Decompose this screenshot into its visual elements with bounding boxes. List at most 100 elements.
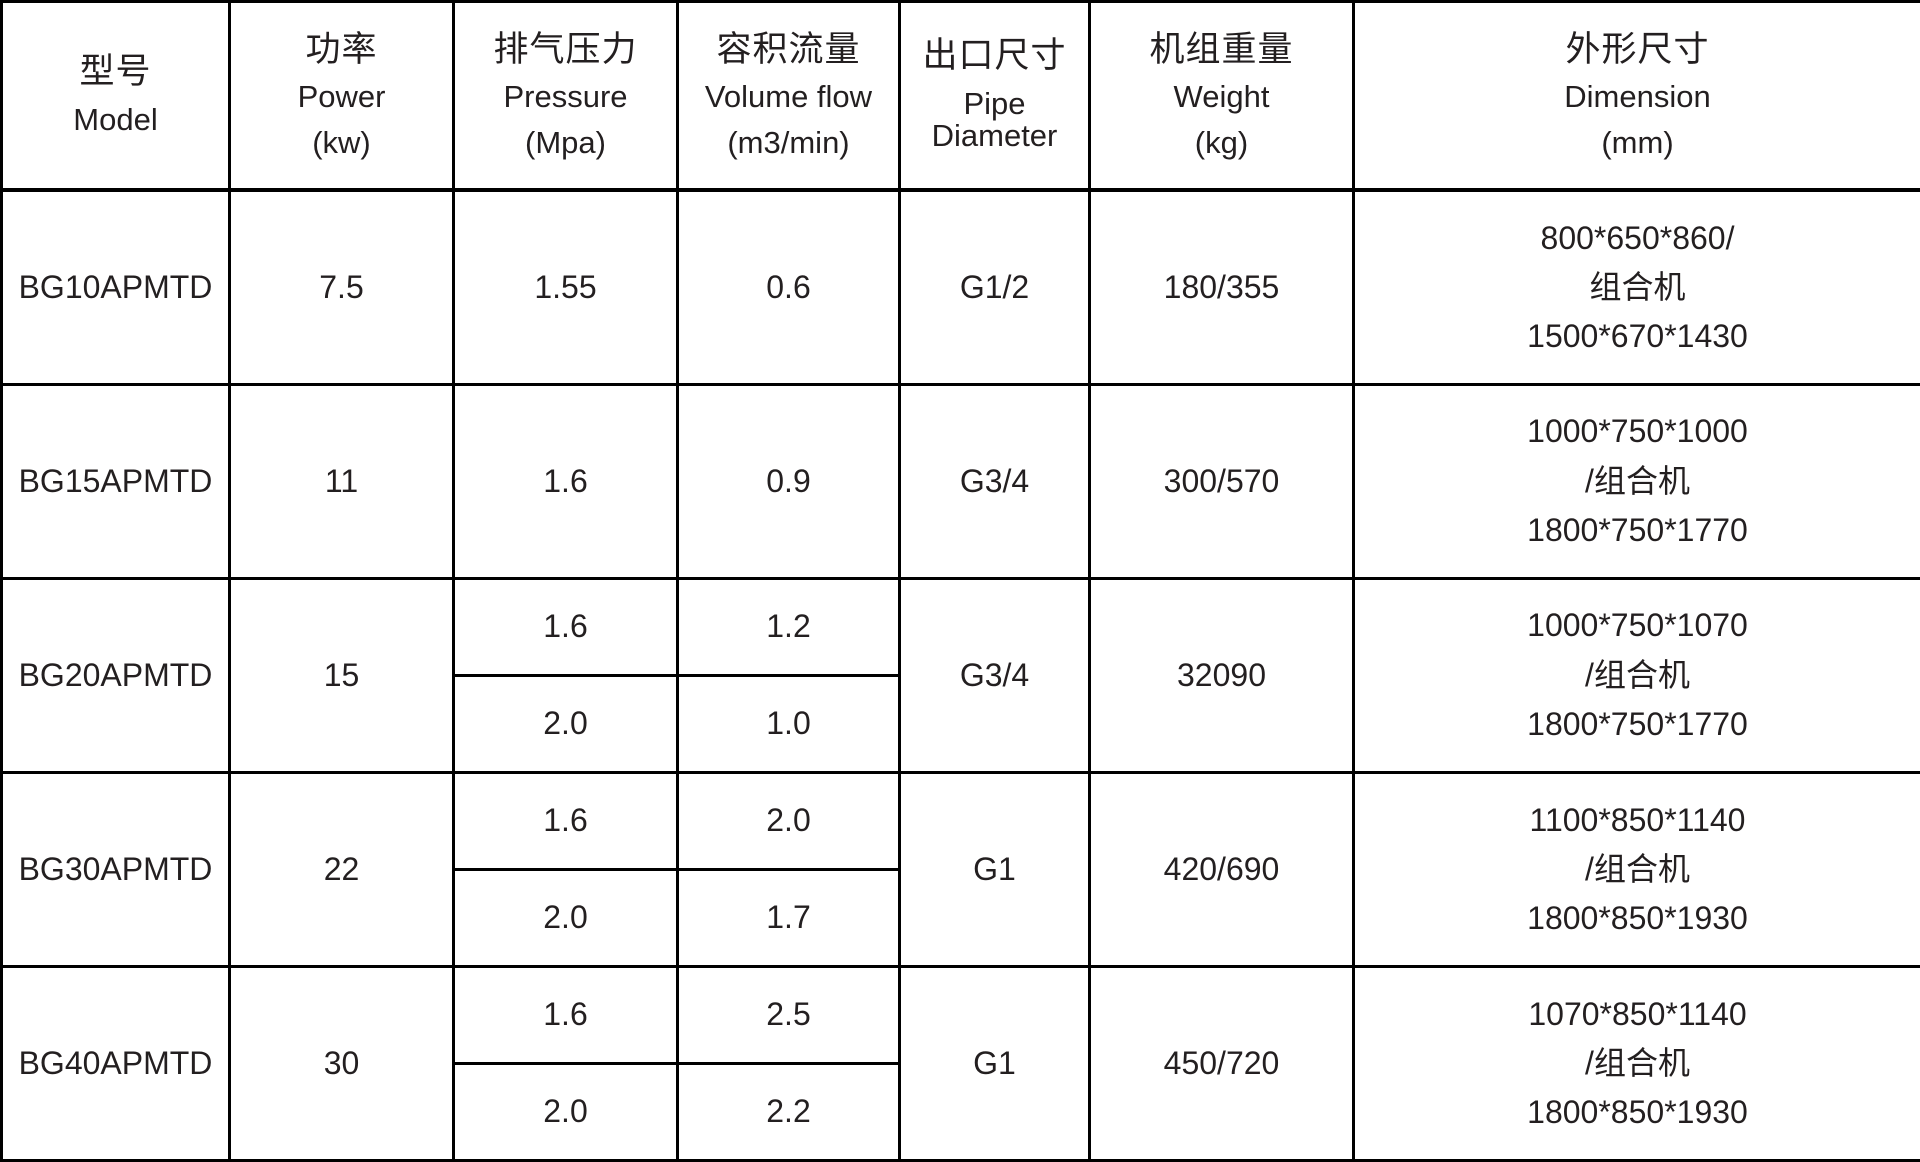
cell-model: BG40APMTD — [0, 964, 231, 1162]
table-body: BG10APMTD 7.5 1.55 0.6 G1/2 180/355 800*650*86… — [0, 188, 1920, 1162]
cell-dimension-line: /组合机 — [1585, 850, 1690, 887]
cell-flow-split: 1.2 1.0 — [679, 580, 898, 771]
cell-dimension: 1000*750*1000/组合机 1800*750*1770 — [1352, 382, 1920, 580]
cell-dimension: 1070*850*1140/组合机 1800*850*1930 — [1352, 964, 1920, 1162]
column-header-content: 排气压力 Pressure (Mpa) — [455, 29, 676, 160]
column-header-en: Pipe Diameter — [931, 85, 1058, 154]
cell-pipe-diameter: G3/4 — [898, 382, 1091, 580]
column-header-unit: (Mpa) — [525, 124, 606, 160]
cell-dimension-line: 1800*750*1770 — [1527, 511, 1748, 548]
cell-pipe-diameter-value: G3/4 — [959, 463, 1030, 500]
cell-dimension: 1100*850*1140/组合机 1800*850*1930 — [1352, 770, 1920, 968]
column-header-en: Model — [73, 102, 158, 138]
column-header-content: 出口尺寸 Pipe Diameter — [901, 36, 1088, 154]
cell-power: 15 — [228, 576, 455, 774]
cell-weight: 32090 — [1088, 576, 1355, 774]
cell-pipe-diameter: G3/4 — [898, 576, 1091, 774]
column-header-content: 功率 Power (kw) — [231, 29, 452, 160]
column-header-en: Dimension — [1564, 79, 1711, 115]
column-header-pipe: 出口尺寸 Pipe Diameter — [898, 0, 1091, 192]
cell-pressure: 1.6 2.0 — [452, 576, 679, 774]
table-row: BG20APMTD 15 1.6 2.0 1.2 1.0 G3/4 32090 1000*750… — [0, 576, 1920, 774]
cell-dimension-line: 1000*750*1000 — [1527, 413, 1748, 450]
cell-weight: 300/570 — [1088, 382, 1355, 580]
column-header-content: 型号 Model — [3, 54, 228, 136]
column-header-cn: 机组重量 — [1149, 29, 1294, 69]
cell-flow-value: 2.0 — [679, 774, 898, 871]
cell-model-value: BG15APMTD — [18, 463, 213, 500]
cell-flow-value: 2.2 — [766, 1093, 811, 1130]
cell-dimension-lines: 800*650*860/组合机 1500*670*1430 — [1355, 220, 1920, 355]
column-header-content: 容积流量 Volume flow (m3/min) — [679, 31, 898, 160]
cell-dimension: 1000*750*1070/组合机 1800*750*1770 — [1352, 576, 1920, 774]
column-header-pressure: 排气压力 Pressure (Mpa) — [452, 0, 679, 192]
column-header-weight: 机组重量 Weight (kg) — [1088, 0, 1355, 192]
column-header-cn: 外形尺寸 — [1565, 29, 1710, 69]
column-header-dimension: 外形尺寸 Dimension (mm) — [1352, 0, 1920, 192]
cell-pipe-diameter: G1 — [898, 770, 1091, 968]
cell-dimension-line: 1500*670*1430 — [1527, 317, 1748, 354]
cell-dimension-line: 1800*850*1930 — [1527, 1094, 1748, 1131]
cell-dimension-line: /组合机 — [1585, 462, 1690, 499]
cell-pipe-diameter: G1/2 — [898, 188, 1091, 386]
cell-pressure: 1.6 2.0 — [452, 770, 679, 968]
cell-model: BG10APMTD — [0, 188, 231, 386]
cell-power: 22 — [228, 770, 455, 968]
cell-weight-value: 300/570 — [1163, 463, 1280, 500]
cell-dimension-line: /组合机 — [1585, 1044, 1690, 1081]
cell-pressure-value: 1.55 — [534, 269, 597, 306]
cell-flow-split: 2.0 1.7 — [679, 774, 898, 965]
column-header-en: Pressure — [503, 79, 628, 115]
cell-pressure: 1.6 2.0 — [452, 964, 679, 1162]
table-header-row: 型号 Model 功率 Power (kw) 排气压力 Pressure (Mpa) 容积流量 V… — [0, 0, 1920, 192]
cell-pressure-value: 1.6 — [455, 968, 676, 1065]
cell-flow: 0.6 — [676, 188, 901, 386]
cell-power-value: 11 — [324, 463, 359, 500]
cell-dimension: 800*650*860/组合机 1500*670*1430 — [1352, 188, 1920, 386]
cell-dimension-line: 1800*750*1770 — [1527, 705, 1748, 742]
cell-pressure-split: 1.6 2.0 — [455, 774, 676, 965]
cell-dimension-line: 1070*850*1140 — [1528, 995, 1747, 1032]
cell-power: 30 — [228, 964, 455, 1162]
cell-flow-value: 1.2 — [679, 580, 898, 677]
cell-pipe-diameter: G1 — [898, 964, 1091, 1162]
cell-weight-value: 420/690 — [1163, 851, 1280, 888]
cell-weight-value: 180/355 — [1163, 269, 1280, 306]
cell-model-value: BG20APMTD — [18, 657, 213, 694]
cell-weight-value: 32090 — [1177, 657, 1266, 694]
cell-model-value: BG10APMTD — [18, 269, 213, 306]
cell-flow-split: 2.5 2.2 — [679, 968, 898, 1159]
cell-model: BG30APMTD — [0, 770, 231, 968]
column-header-content: 外形尺寸 Dimension (mm) — [1355, 29, 1920, 160]
cell-pressure-value: 2.0 — [543, 705, 588, 742]
column-header-cn: 排气压力 — [493, 29, 638, 69]
cell-weight: 180/355 — [1088, 188, 1355, 386]
cell-pressure-value: 2.0 — [543, 1093, 588, 1130]
column-header-unit: (kw) — [312, 124, 371, 160]
column-header-unit: (m3/min) — [727, 124, 850, 160]
cell-model-value: BG30APMTD — [18, 851, 213, 888]
cell-model: BG15APMTD — [0, 382, 231, 580]
cell-power: 11 — [228, 382, 455, 580]
cell-pressure-value: 1.6 — [455, 774, 676, 871]
cell-pressure-split: 1.6 2.0 — [455, 580, 676, 771]
cell-dimension-lines: 1000*750*1070/组合机 1800*750*1770 — [1355, 608, 1920, 742]
cell-flow: 0.9 — [676, 382, 901, 580]
cell-dimension-line: 1800*850*1930 — [1527, 899, 1748, 936]
cell-pipe-diameter-value: G1 — [973, 851, 1016, 888]
cell-flow-value: 2.5 — [679, 968, 898, 1065]
cell-power-value: 15 — [323, 657, 360, 694]
cell-flow: 2.5 2.2 — [676, 964, 901, 1162]
cell-pressure-value: 1.6 — [543, 463, 588, 500]
cell-pipe-diameter-value: G3/4 — [959, 657, 1030, 694]
cell-pressure-value: 2.0 — [543, 899, 588, 936]
cell-dimension-line: 1100*850*1140 — [1529, 801, 1746, 838]
cell-power-value: 30 — [323, 1045, 360, 1082]
cell-model-value: BG40APMTD — [18, 1045, 213, 1082]
column-header-cn: 出口尺寸 — [922, 36, 1067, 76]
column-header-cn: 功率 — [305, 29, 378, 69]
table-row: BG40APMTD 30 1.6 2.0 2.5 2.2 G1 450/720 1070*850… — [0, 964, 1920, 1162]
cell-dimension-line: 组合机 — [1589, 268, 1686, 305]
column-header-unit: (kg) — [1194, 124, 1249, 160]
table-row: BG15APMTD 11 1.6 0.9 G3/4 300/570 1000*750*100… — [0, 382, 1920, 580]
